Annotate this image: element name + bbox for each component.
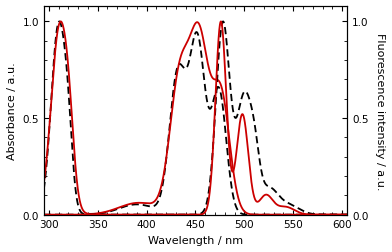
X-axis label: Wavelength / nm: Wavelength / nm	[148, 235, 243, 245]
Y-axis label: Fluorescence intensity / a.u.: Fluorescence intensity / a.u.	[375, 33, 385, 189]
Y-axis label: Absorbance / a.u.: Absorbance / a.u.	[7, 62, 17, 160]
